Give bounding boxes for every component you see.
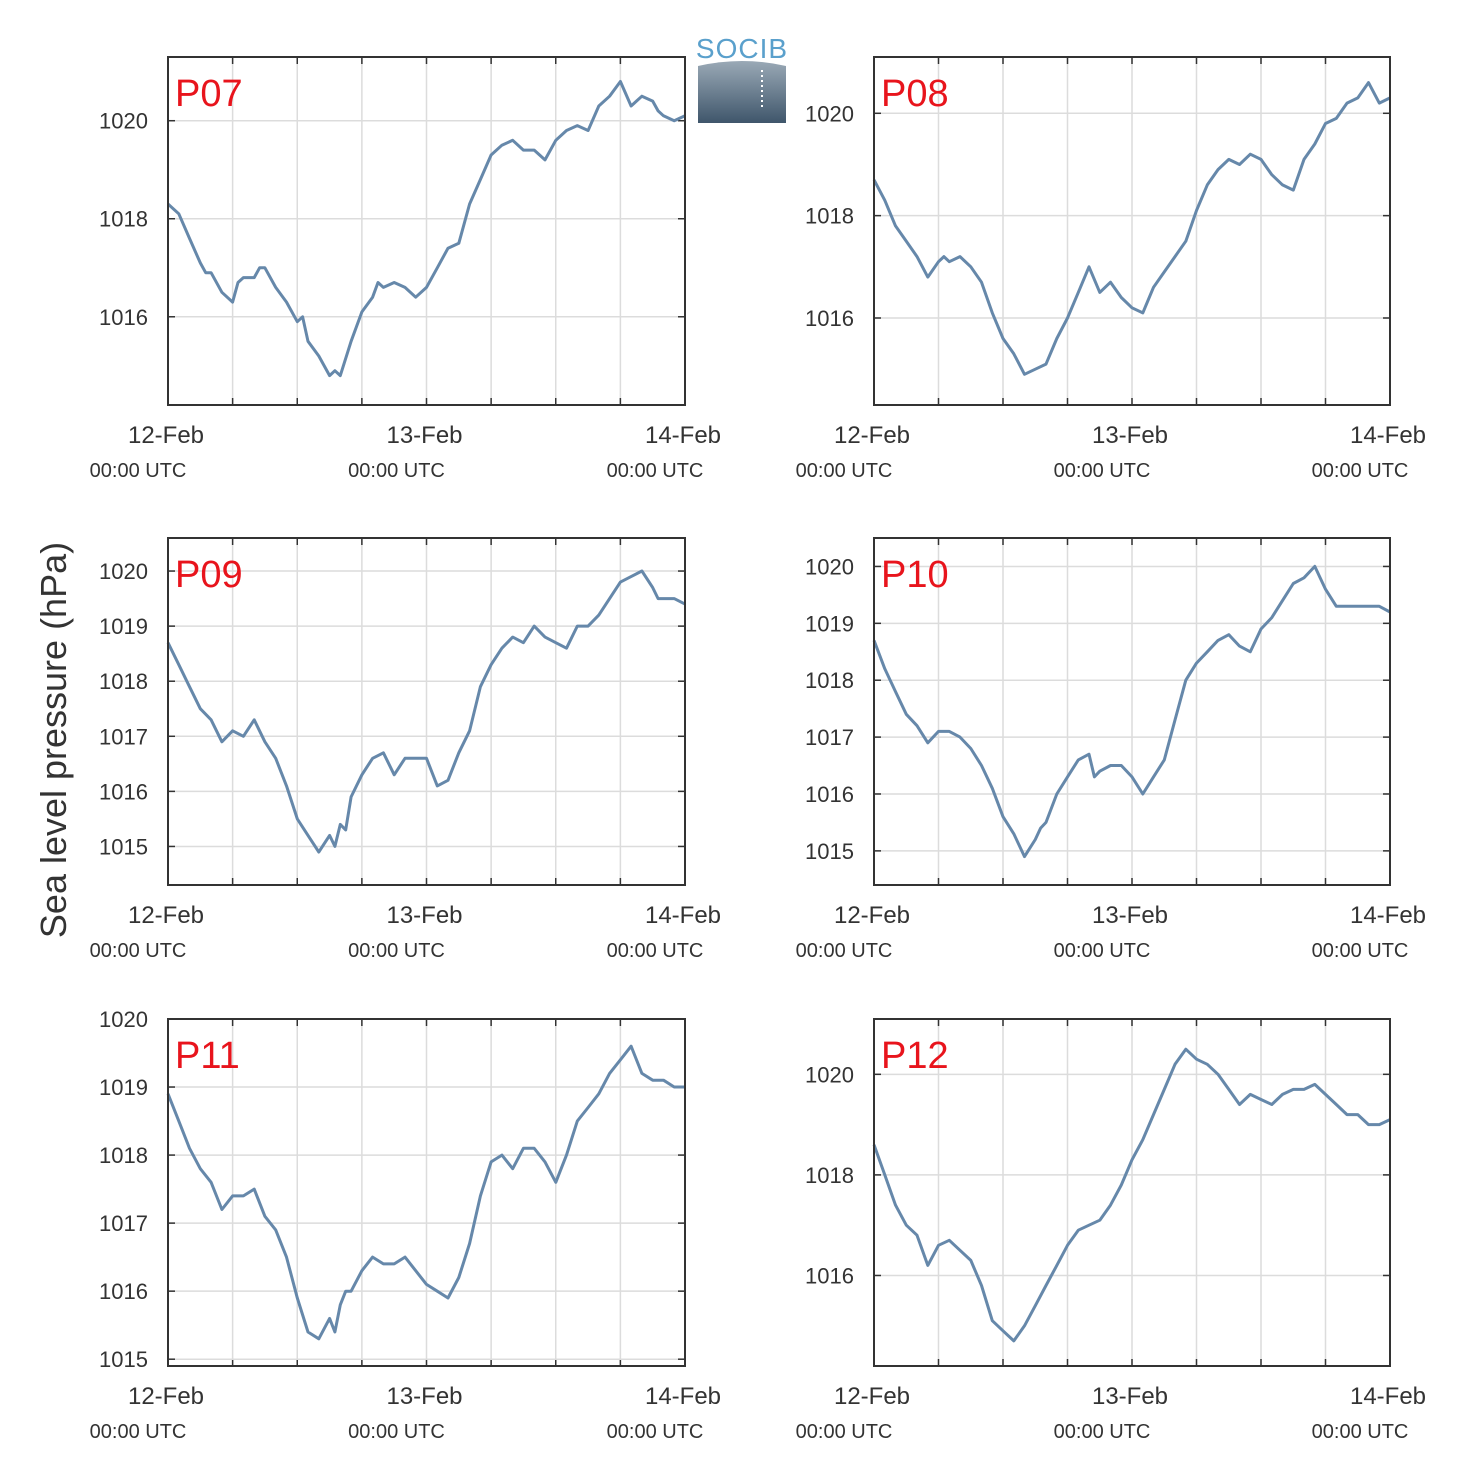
x-tick-date-label: 14-Feb: [645, 1383, 721, 1410]
x-tick-time-label: 00:00 UTC: [796, 940, 893, 962]
y-tick-label: 1018: [99, 669, 148, 694]
x-tick-date-label: 12-Feb: [128, 902, 204, 929]
y-tick-label: 1019: [99, 614, 148, 639]
panels: 1016 1018 1020 12-Feb 00:00 UTC 13-Feb 00:00 U…: [90, 56, 1426, 1443]
y-axis-label: Sea level pressure (hPa): [33, 542, 74, 938]
x-tick-time-label: 00:00 UTC: [90, 1421, 187, 1443]
panel-label: P11: [175, 1035, 240, 1077]
x-tick-date-label: 12-Feb: [834, 902, 910, 929]
logo-wave-shape: [698, 61, 786, 123]
y-tick-label: 1016: [99, 779, 148, 804]
plot-frame: [167, 537, 686, 886]
x-tick-time-label: 00:00 UTC: [796, 460, 893, 482]
plot-frame: [873, 537, 1391, 886]
y-tick-label: 1017: [99, 1211, 148, 1236]
panel-p12: 1016 1018 1020 12-Feb 00:00 UTC 13-Feb 00:00 U…: [796, 1018, 1426, 1443]
y-tick-label: 1017: [805, 725, 854, 750]
x-tick-date-label: 12-Feb: [834, 422, 910, 449]
y-tick-label: 1015: [805, 839, 854, 864]
x-tick-time-label: 00:00 UTC: [1312, 940, 1409, 962]
x-tick-date-label: 14-Feb: [645, 902, 721, 929]
x-tick-date-label: 13-Feb: [1092, 1383, 1168, 1410]
y-tick-label: 1020: [805, 101, 854, 126]
panel-label: P12: [881, 1035, 949, 1077]
y-tick-label: 1018: [805, 204, 854, 229]
x-tick-time-label: 00:00 UTC: [348, 940, 445, 962]
y-tick-label: 1020: [99, 109, 148, 134]
x-tick-date-label: 13-Feb: [1092, 902, 1168, 929]
plot-frame: [167, 1018, 686, 1367]
x-tick-time-label: 00:00 UTC: [607, 940, 704, 962]
y-tick-label: 1019: [805, 611, 854, 636]
y-tick-label: 1020: [805, 1062, 854, 1087]
plot-frame: [873, 56, 1391, 406]
x-tick-date-label: 14-Feb: [645, 422, 721, 449]
x-tick-date-label: 13-Feb: [386, 422, 462, 449]
panel-label: P08: [881, 73, 949, 115]
x-tick-date-label: 14-Feb: [1350, 1383, 1426, 1410]
x-tick-date-label: 14-Feb: [1350, 422, 1426, 449]
y-tick-label: 1015: [99, 1347, 148, 1372]
x-tick-date-label: 13-Feb: [1092, 422, 1168, 449]
x-tick-time-label: 00:00 UTC: [90, 460, 187, 482]
x-tick-time-label: 00:00 UTC: [607, 460, 704, 482]
x-tick-time-label: 00:00 UTC: [348, 460, 445, 482]
pressure-line: [872, 564, 1391, 859]
y-tick-label: 1016: [99, 1279, 148, 1304]
x-tick-time-label: 00:00 UTC: [1054, 1421, 1151, 1443]
x-tick-time-label: 00:00 UTC: [1312, 1421, 1409, 1443]
x-tick-date-label: 12-Feb: [834, 1383, 910, 1410]
pressure-line: [872, 1047, 1391, 1343]
logo-text: SOCIB: [696, 33, 788, 64]
y-tick-label: 1018: [805, 1163, 854, 1188]
x-tick-time-label: 00:00 UTC: [348, 1421, 445, 1443]
x-tick-date-label: 14-Feb: [1350, 902, 1426, 929]
x-tick-date-label: 12-Feb: [128, 1383, 204, 1410]
x-tick-date-label: 13-Feb: [386, 902, 462, 929]
y-tick-label: 1016: [805, 1263, 854, 1288]
y-tick-label: 1016: [99, 305, 148, 330]
panel-p08: 1016 1018 1020 12-Feb 00:00 UTC 13-Feb 00:00 U…: [796, 56, 1426, 482]
x-tick-time-label: 00:00 UTC: [1054, 940, 1151, 962]
y-tick-label: 1018: [805, 668, 854, 693]
pressure-line: [166, 80, 686, 378]
y-tick-label: 1018: [99, 1143, 148, 1168]
y-tick-label: 1015: [99, 834, 148, 859]
x-tick-time-label: 00:00 UTC: [1312, 460, 1409, 482]
y-tick-label: 1017: [99, 724, 148, 749]
pressure-line: [872, 81, 1391, 376]
pressure-line: [166, 569, 686, 854]
panel-p10: 1015 1016 1017 1018 1019 1020 12-Feb 00:00 UTC 1…: [796, 537, 1426, 962]
x-tick-time-label: 00:00 UTC: [90, 940, 187, 962]
panel-label: P07: [175, 73, 243, 115]
y-tick-label: 1016: [805, 782, 854, 807]
y-tick-label: 1020: [99, 1007, 148, 1032]
x-tick-time-label: 00:00 UTC: [1054, 460, 1151, 482]
panel-p09: 1015 1016 1017 1018 1019 1020 12-Feb 00:00 UTC 1…: [90, 537, 721, 962]
y-tick-label: 1020: [805, 554, 854, 579]
panel-label: P09: [175, 554, 243, 596]
x-tick-date-label: 13-Feb: [386, 1383, 462, 1410]
plot-frame: [873, 1018, 1391, 1367]
y-tick-label: 1019: [99, 1075, 148, 1100]
x-tick-date-label: 12-Feb: [128, 422, 204, 449]
socib-logo: SOCIB: [696, 33, 788, 123]
y-tick-label: 1020: [99, 559, 148, 584]
panel-p11: 1015 1016 1017 1018 1019 1020 12-Feb 00:00 UTC 1…: [90, 1007, 721, 1443]
panel-label: P10: [881, 554, 949, 596]
x-tick-time-label: 00:00 UTC: [607, 1421, 704, 1443]
pressure-line: [166, 1044, 685, 1341]
plot-frame: [167, 56, 686, 406]
x-tick-time-label: 00:00 UTC: [796, 1421, 893, 1443]
y-tick-label: 1016: [805, 306, 854, 331]
panel-p07: 1016 1018 1020 12-Feb 00:00 UTC 13-Feb 00:00 U…: [90, 56, 721, 482]
y-tick-label: 1018: [99, 207, 148, 232]
